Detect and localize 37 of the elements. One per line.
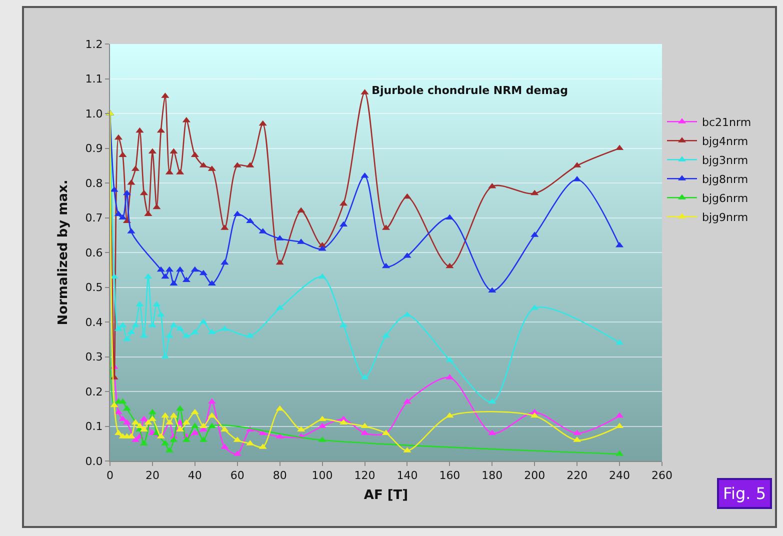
- legend-label: bc21nrm: [702, 116, 752, 129]
- legend-label: bjg4nrm: [702, 134, 748, 148]
- x-tick-label: 20: [145, 469, 160, 482]
- legend-label: bjg8nrm: [702, 172, 748, 186]
- y-tick-label: 0.3: [85, 350, 103, 364]
- x-tick-label: 220: [566, 469, 588, 482]
- x-tick-label: 100: [312, 469, 333, 482]
- x-tick-label: 260: [652, 469, 672, 482]
- y-tick-label: 0.6: [85, 246, 103, 260]
- y-tick-label: 0.1: [85, 420, 103, 434]
- y-tick-label: 0.8: [85, 176, 103, 190]
- caption: Fig. 5: [723, 484, 766, 503]
- y-tick-label: 0.9: [85, 142, 103, 156]
- x-tick-label: 180: [482, 469, 503, 482]
- x-tick-label: 240: [609, 469, 630, 482]
- legend-label: bjg9nrm: [702, 210, 748, 224]
- y-tick-label: 0.7: [85, 212, 103, 225]
- legend-label: bjg6nrm: [702, 192, 748, 205]
- x-tick-label: 200: [524, 469, 546, 482]
- y-tick-label: 1.0: [85, 107, 103, 120]
- y-tick-label: 0.4: [85, 316, 103, 329]
- x-tick-label: 160: [439, 469, 460, 482]
- x-tick-label: 0: [106, 469, 114, 482]
- y-tick-label: 0.5: [85, 281, 103, 294]
- x-tick-label: 60: [230, 469, 244, 482]
- y-tick-label: 1.2: [85, 38, 103, 51]
- x-tick-label: 80: [272, 469, 287, 482]
- text: Bjurbole chondrule NRM demag: [372, 84, 568, 97]
- x-tick-label: 120: [354, 469, 376, 482]
- y-tick-label: 0.0: [85, 454, 103, 468]
- y-axis-title: Normalized by max.: [56, 180, 72, 326]
- x-tick-label: 140: [396, 469, 418, 482]
- x-tick-label: 40: [188, 469, 202, 482]
- y-tick-label: 1.1: [85, 72, 103, 86]
- legend-label: bjg3nrm: [702, 154, 748, 167]
- x-axis-title: AF [T]: [364, 488, 408, 503]
- y-tick-label: 0.2: [85, 385, 103, 398]
